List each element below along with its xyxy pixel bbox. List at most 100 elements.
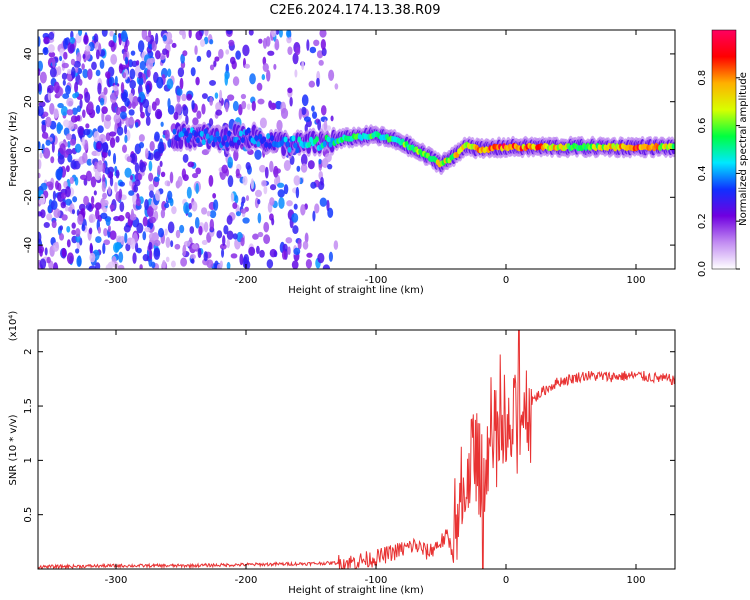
spectrogram-noise-cell (149, 190, 154, 199)
spectrogram-noise-cell (301, 94, 309, 107)
spectrogram-noise-cell (109, 131, 117, 137)
spectrogram-noise-cell (83, 195, 90, 206)
spectrogram-noise-cell (167, 138, 172, 148)
figure-title: C2E6.2024.174.13.38.R09 (269, 3, 440, 18)
spectrogram-noise-cell (144, 199, 149, 211)
spectrogram-noise-cell (47, 84, 54, 94)
spectrogram-noise-cell (316, 77, 320, 88)
spectrogram-noise-cell (87, 101, 94, 114)
spectrogram-noise-cell (130, 238, 136, 250)
spectrogram-noise-cell (93, 190, 97, 196)
spectrogram-noise-cell (131, 96, 139, 107)
spectrogram-noise-cell (73, 60, 81, 69)
spectrogram-noise-cell (144, 148, 149, 159)
spectrogram-noise-cell (88, 215, 94, 223)
spectrogram-noise-cell (159, 160, 163, 168)
spectrogram-noise-cell (83, 178, 88, 186)
spectrogram-noise-cell (109, 137, 116, 148)
spectrogram-noise-cell (157, 165, 161, 176)
spectrogram-noise-cell (165, 236, 171, 248)
spectrogram-noise-cell (202, 258, 210, 266)
spectrogram-noise-cell (235, 50, 241, 60)
spectrogram-noise-cell (147, 30, 152, 38)
spectrogram-noise-cell (320, 38, 326, 50)
spectrogram-noise-cell (137, 96, 142, 103)
spectrogram-noise-cell (267, 50, 275, 56)
spectrogram-noise-cell (88, 265, 97, 269)
spectrogram-noise-cell (188, 30, 192, 39)
spectrogram-noise-cell (266, 69, 271, 82)
spectrogram-noise-cell (114, 122, 118, 135)
spectrogram-noise-cell (82, 53, 86, 59)
spectrogram-noise-cell (66, 97, 74, 107)
spectrogram-noise-cell (126, 156, 132, 163)
spectrogram-noise-cell (301, 60, 305, 71)
spectrogram-noise-cell (51, 141, 55, 153)
spectrogram-noise-cell (188, 202, 192, 210)
spectrogram-noise-cell (49, 67, 57, 78)
spectrogram-noise-cell (226, 230, 234, 240)
spectrogram-noise-cell (67, 140, 71, 148)
spectrogram-noise-cell (140, 111, 145, 119)
spectrogram-noise-cell (47, 90, 52, 101)
spectrogram-noise-cell (275, 30, 280, 35)
spectrogram-noise-cell (238, 104, 243, 116)
spectrogram-noise-cell (108, 40, 115, 48)
spectrogram-noise-cell (70, 160, 77, 170)
spectrogram-noise-cell (242, 44, 250, 57)
spectrogram-noise-cell (246, 103, 251, 110)
spectrogram-noise-cell (74, 67, 79, 73)
spectrogram-noise-cell (261, 179, 267, 187)
spectrogram-noise-cell (61, 248, 67, 258)
spectrogram-noise-cell (180, 53, 185, 64)
spectrogram-noise-cell (60, 105, 68, 116)
spectrogram-noise-cell (52, 262, 59, 269)
spectrogram-noise-cell (200, 39, 206, 48)
spectrogram-noise-cell (334, 83, 339, 90)
spectrogram-noise-cell (209, 210, 217, 219)
spectrogram-noise-cell (53, 108, 59, 119)
spectrogram-noise-cell (132, 193, 137, 205)
spectrogram-noise-cell (107, 225, 111, 233)
spectrogram-noise-cell (101, 181, 106, 193)
spectrogram-ridge-cell (193, 131, 198, 138)
spectrogram-noise-cell (77, 255, 82, 267)
spectrogram-noise-cell (48, 51, 56, 58)
spectrogram-noise-cell (116, 126, 124, 136)
spectrogram-noise-cell (312, 210, 316, 222)
spectrogram-noise-cell (117, 264, 125, 269)
spectrogram-noise-cell (44, 247, 48, 256)
spectrogram-noise-cell (71, 229, 77, 236)
spectrogram-noise-cell (70, 115, 78, 123)
spectrogram-noise-cell (221, 164, 228, 174)
snr-frame (37, 329, 676, 570)
spectrogram-noise-cell (47, 205, 53, 214)
spectrogram-noise-cell (308, 80, 316, 88)
spectrogram-noise-cell (209, 64, 215, 71)
spectrogram-noise-cell (164, 129, 170, 141)
spectrogram-noise-cell (230, 253, 238, 259)
spectrogram-noise-cell (226, 215, 233, 225)
spectrogram-noise-cell (71, 222, 76, 229)
spectrogram-noise-cell (142, 216, 148, 227)
spectrogram-noise-cell (79, 99, 83, 109)
spectrogram-noise-cell (300, 163, 308, 173)
spectrogram-noise-cell (123, 224, 131, 233)
colorbar-scale (711, 29, 737, 270)
spectrogram-noise-cell (63, 51, 68, 60)
spectrogram-noise-cell (118, 251, 124, 263)
spectrogram-noise-cell (258, 164, 266, 173)
spectrogram-noise-cell (212, 192, 217, 199)
spectrogram-noise-cell (153, 176, 160, 182)
spectrogram-ridge-cell (188, 132, 193, 139)
x-tick-label: 0 (503, 575, 509, 586)
spectrogram-noise-cell (52, 190, 57, 201)
spectrogram-noise-cell (148, 172, 154, 182)
spectrogram-noise-cell (82, 109, 86, 119)
spectrogram-noise-cell (234, 194, 239, 204)
spectrogram-noise-cell (256, 245, 260, 255)
spectrogram-noise-cell (124, 124, 128, 135)
spectrogram-noise-cell (55, 168, 63, 180)
spectrogram-noise-cell (83, 34, 89, 45)
spectrogram-noise-cell (132, 252, 137, 264)
